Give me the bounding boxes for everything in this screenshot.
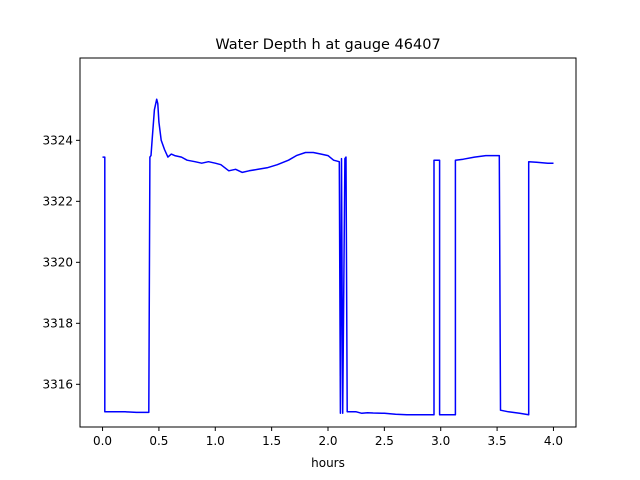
y-tick-label: 3324 [42, 133, 73, 147]
series-line [102, 98, 554, 416]
y-tick-label: 3318 [42, 316, 73, 330]
chart-title: Water Depth h at gauge 46407 [215, 37, 440, 53]
x-tick-label: 3.5 [488, 434, 507, 448]
x-tick-label: 1.0 [206, 434, 225, 448]
y-tick-label: 3320 [42, 255, 73, 269]
x-tick-label: 0.0 [93, 434, 112, 448]
x-tick-label: 2.0 [318, 434, 337, 448]
x-tick-label: 4.0 [544, 434, 563, 448]
x-tick-label: 1.5 [262, 434, 281, 448]
x-axis-label: hours [311, 456, 345, 470]
x-tick-label: 0.5 [149, 434, 168, 448]
x-tick-label: 3.0 [431, 434, 450, 448]
y-axis-ticks: 3316 3318 3320 3322 3324 [42, 133, 80, 391]
y-tick-label: 3322 [42, 194, 73, 208]
x-axis-ticks: 0.0 0.5 1.0 1.5 2.0 2.5 3.0 3.5 4.0 [93, 427, 563, 448]
plot-area-frame [79, 57, 577, 428]
y-tick-label: 3316 [42, 377, 73, 391]
x-tick-label: 2.5 [375, 434, 394, 448]
